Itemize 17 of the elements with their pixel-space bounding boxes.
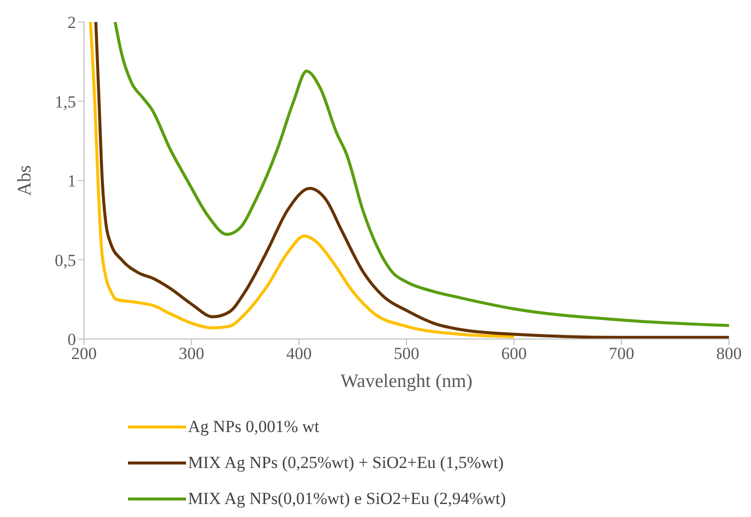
- legend-label: Ag NPs 0,001% wt: [188, 417, 320, 437]
- x-tick-label: 400: [286, 344, 312, 364]
- x-tick-label: 500: [394, 344, 420, 364]
- x-tick-label: 200: [71, 344, 97, 364]
- line-series: [88, 22, 516, 338]
- y-tick-label: 0,5: [54, 250, 76, 270]
- x-tick-label: 300: [178, 344, 204, 364]
- y-tick-label: 1: [68, 172, 76, 191]
- legend-label: MIX Ag NPs (0,25%wt) + SiO2+Eu (1,5%wt): [188, 453, 504, 473]
- x-tick-label: 600: [501, 344, 527, 364]
- x-tick-label: 800: [716, 344, 742, 364]
- legend-label: MIX Ag NPs(0,01%wt) e SiO2+Eu (2,94%wt): [188, 489, 506, 509]
- y-tick-label: 2: [68, 13, 76, 32]
- y-tick-label: 1,5: [54, 92, 76, 112]
- x-tick-label: 700: [608, 344, 634, 364]
- x-axis-title: Wavelenght (nm): [340, 371, 472, 392]
- y-axis-title: Abs: [14, 165, 36, 196]
